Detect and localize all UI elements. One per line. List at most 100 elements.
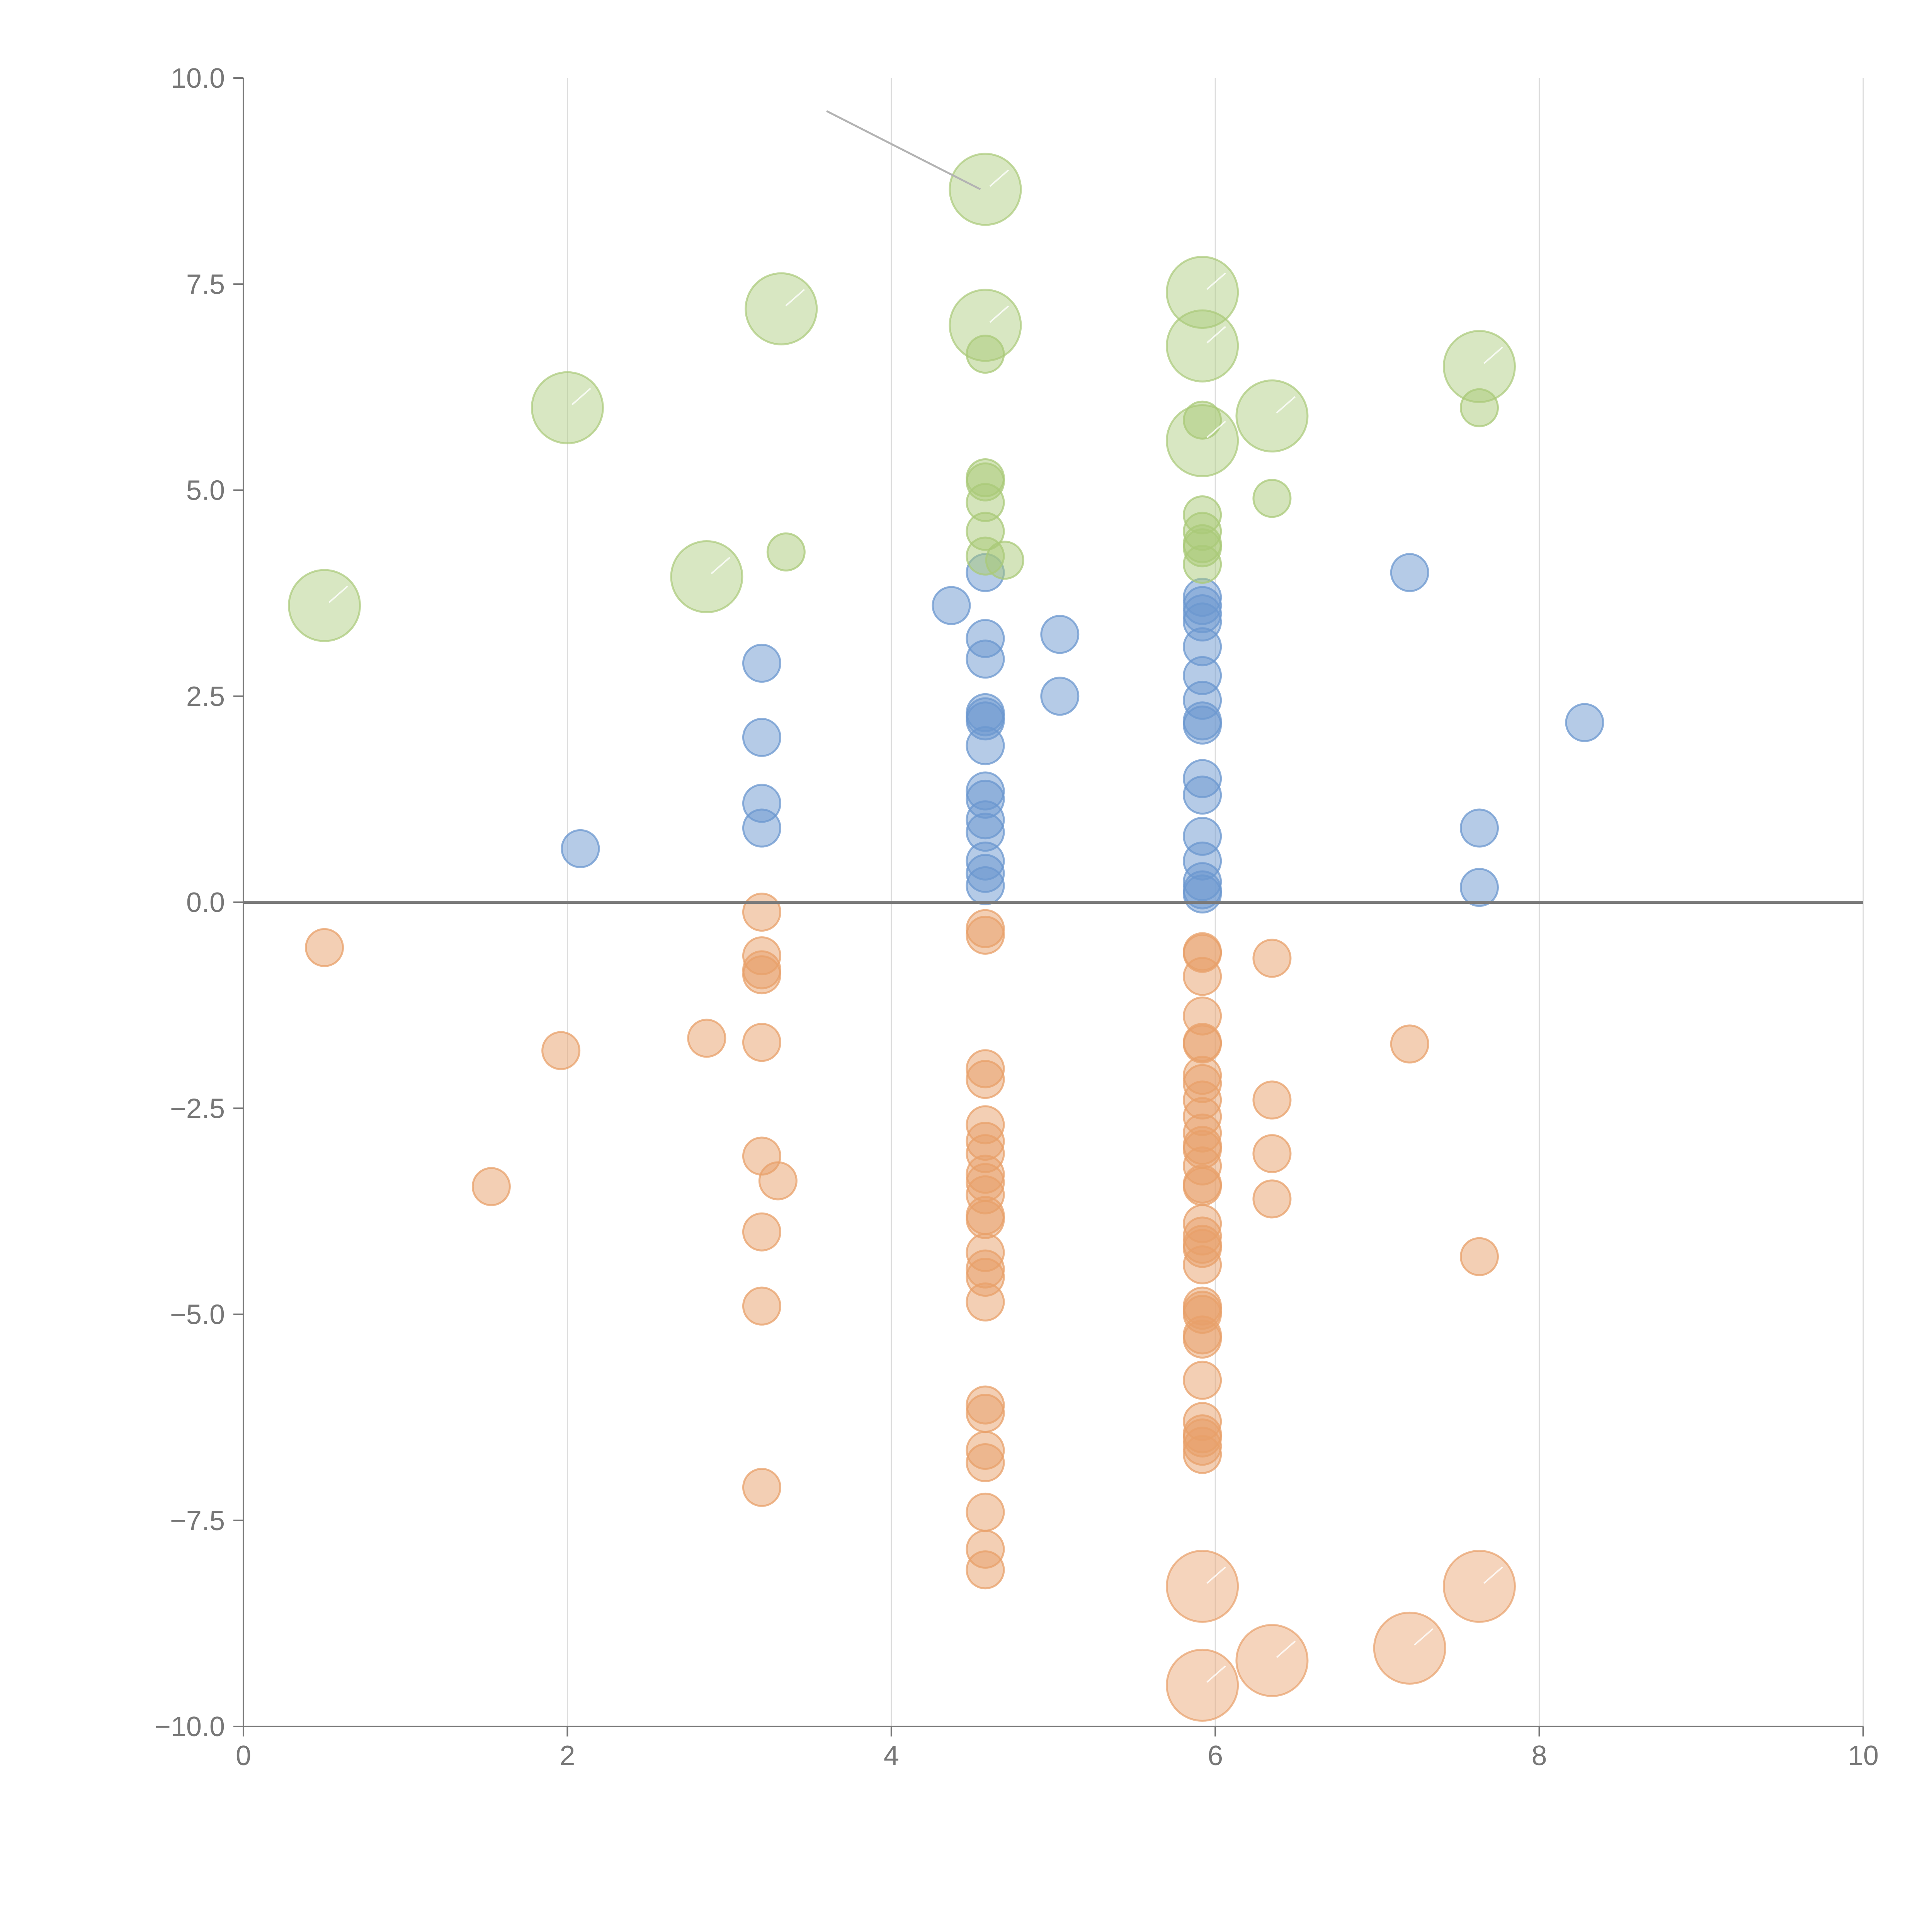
point-highlight xyxy=(1483,1566,1503,1584)
y-tick-label: 0.0 xyxy=(186,887,225,918)
point-highlight xyxy=(711,556,731,574)
point-highlight xyxy=(1206,272,1226,290)
large-data-point-green xyxy=(1166,404,1239,478)
point-highlight xyxy=(1276,1640,1296,1658)
x-tick-label: 2 xyxy=(560,1740,575,1771)
x-tick-label: 4 xyxy=(884,1740,899,1771)
point-highlight xyxy=(571,388,591,405)
data-point-green xyxy=(985,541,1024,580)
data-point-orange xyxy=(742,1023,781,1062)
data-point-orange xyxy=(966,1200,1005,1239)
data-point-orange xyxy=(1252,1179,1292,1219)
data-point-orange xyxy=(1183,1435,1222,1474)
large-data-point-green xyxy=(949,153,1022,226)
data-point-orange xyxy=(966,1550,1005,1590)
data-point-blue xyxy=(1459,808,1499,848)
point-highlight xyxy=(328,585,348,603)
data-point-orange xyxy=(687,1019,726,1058)
data-point-orange xyxy=(1183,1245,1222,1285)
data-point-orange xyxy=(742,1286,781,1326)
data-point-green xyxy=(1459,388,1499,427)
point-highlight xyxy=(1413,1628,1434,1646)
data-point-green xyxy=(966,335,1005,374)
large-data-point-orange xyxy=(1166,1549,1239,1623)
data-point-blue xyxy=(932,586,971,625)
data-point-green xyxy=(1252,479,1292,518)
data-point-green xyxy=(1183,544,1222,584)
data-point-orange xyxy=(1183,1361,1222,1400)
large-data-point-green xyxy=(531,371,604,444)
point-highlight xyxy=(1206,1566,1226,1584)
data-point-orange xyxy=(966,1282,1005,1322)
data-point-blue xyxy=(1390,553,1429,592)
y-tick-label: −2.5 xyxy=(170,1093,225,1124)
data-point-blue xyxy=(1565,703,1604,742)
data-point-blue xyxy=(1040,677,1080,716)
data-point-orange xyxy=(541,1031,581,1070)
y-tick-label: −7.5 xyxy=(170,1505,225,1536)
data-point-blue xyxy=(742,718,781,757)
large-data-point-green xyxy=(949,289,1022,362)
data-point-orange xyxy=(758,1161,798,1201)
data-point-orange xyxy=(1459,1237,1499,1276)
y-tick-label: 2.5 xyxy=(186,681,225,712)
data-point-orange xyxy=(1183,1167,1222,1206)
data-point-orange xyxy=(966,1492,1005,1532)
data-point-orange xyxy=(1390,1024,1429,1064)
data-point-blue xyxy=(742,808,781,848)
data-point-blue xyxy=(1183,705,1222,745)
y-tick-label: 10.0 xyxy=(171,63,225,94)
data-point-orange xyxy=(966,1393,1005,1433)
data-point-orange xyxy=(1252,939,1292,978)
data-point-orange xyxy=(742,1468,781,1507)
data-point-orange xyxy=(1252,1134,1292,1173)
data-point-blue xyxy=(966,639,1005,679)
data-point-blue xyxy=(1040,615,1080,654)
x-tick-label: 10 xyxy=(1848,1740,1879,1771)
point-highlight xyxy=(1483,347,1503,364)
annotation-leader-line xyxy=(826,110,981,190)
data-point-orange xyxy=(966,1443,1005,1482)
data-point-orange xyxy=(1183,1319,1222,1359)
data-point-blue xyxy=(966,726,1005,765)
large-data-point-orange xyxy=(1442,1549,1516,1623)
data-point-orange xyxy=(1183,957,1222,996)
large-data-point-orange xyxy=(1373,1611,1446,1685)
data-point-orange xyxy=(742,955,781,995)
data-point-orange xyxy=(742,893,781,932)
data-point-blue xyxy=(1459,868,1499,907)
series-green xyxy=(288,153,1516,642)
x-tick-label: 6 xyxy=(1208,1740,1223,1771)
series-orange xyxy=(305,893,1516,1722)
data-point-green xyxy=(1183,400,1222,440)
data-point-orange xyxy=(1252,1080,1292,1120)
point-highlight xyxy=(1206,421,1226,439)
x-tick-label: 8 xyxy=(1532,1740,1547,1771)
data-point-blue xyxy=(561,829,600,868)
y-tick-label: −5.0 xyxy=(170,1299,225,1330)
x-tick-label: 0 xyxy=(236,1740,251,1771)
point-highlight xyxy=(1206,326,1226,344)
large-data-point-green xyxy=(1166,256,1239,329)
data-point-blue xyxy=(1183,776,1222,815)
y-tick-label: −10.0 xyxy=(155,1711,225,1742)
large-data-point-green xyxy=(288,569,361,642)
large-data-point-green xyxy=(1166,309,1239,383)
mark-layer xyxy=(243,110,1863,1722)
data-point-green xyxy=(766,532,806,571)
large-data-point-green xyxy=(1235,379,1309,453)
point-highlight xyxy=(785,289,805,306)
data-point-orange xyxy=(742,1212,781,1252)
large-data-point-green xyxy=(745,272,818,345)
data-point-orange xyxy=(966,915,1005,955)
large-data-point-green xyxy=(670,540,743,613)
large-data-point-orange xyxy=(1235,1624,1309,1697)
y-tick-label: 7.5 xyxy=(186,269,225,300)
data-point-orange xyxy=(471,1167,511,1206)
large-data-point-orange xyxy=(1166,1648,1239,1722)
tick-layer: 0 2 4 6 8 10 10.0 7.5 5.0 2.5 0.0 −2.5 −5.0 −7.5 −10.0 xyxy=(155,63,1879,1771)
point-highlight xyxy=(1206,1665,1226,1683)
point-highlight xyxy=(989,169,1009,187)
